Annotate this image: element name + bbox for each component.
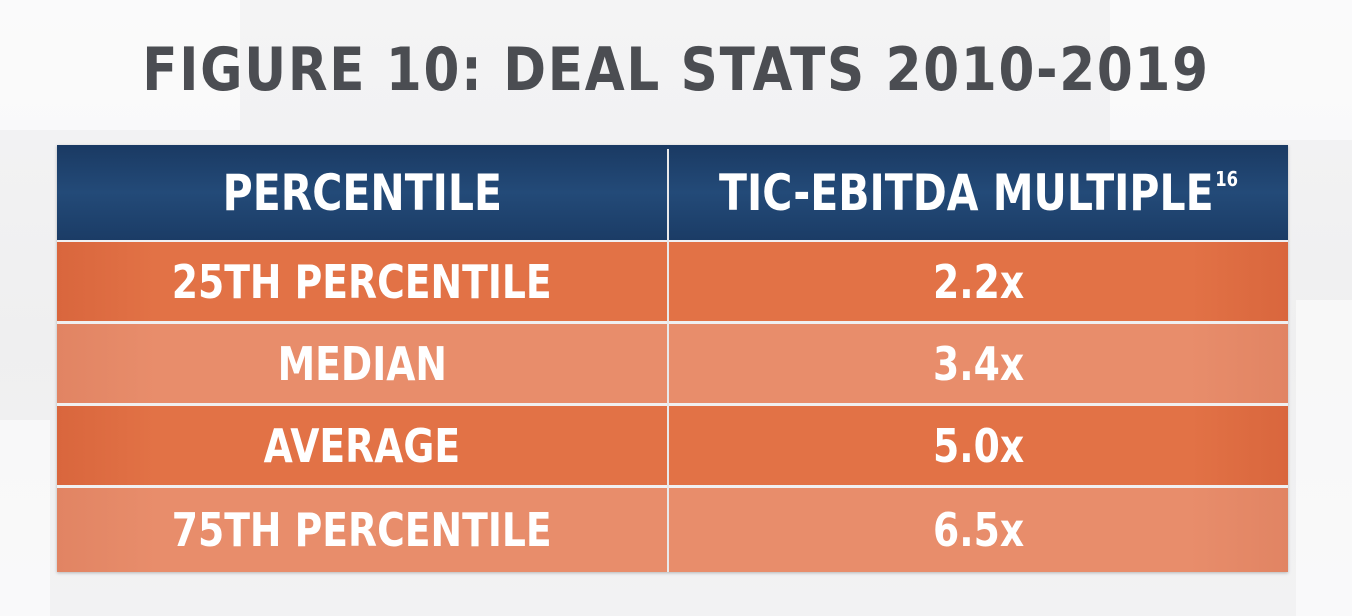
column-divider bbox=[667, 149, 669, 572]
row-value: 3.4x bbox=[932, 336, 1025, 391]
row-value: 2.2x bbox=[932, 254, 1025, 309]
deal-stats-table: PERCENTILE TIC-EBITDA MULTIPLE16 25TH PE… bbox=[57, 145, 1288, 572]
table-row: 25TH PERCENTILE 2.2x bbox=[57, 242, 1288, 321]
background-block bbox=[0, 0, 240, 130]
row-label-cell: 25TH PERCENTILE bbox=[57, 242, 667, 321]
header-multiple: TIC-EBITDA MULTIPLE16 bbox=[669, 145, 1288, 240]
row-label: 75TH PERCENTILE bbox=[172, 503, 552, 557]
background-block bbox=[1296, 300, 1352, 616]
header-multiple-label: TIC-EBITDA MULTIPLE bbox=[718, 163, 1214, 222]
row-value-cell: 3.4x bbox=[669, 324, 1288, 403]
row-value: 5.0x bbox=[932, 418, 1025, 473]
header-multiple-wrap: TIC-EBITDA MULTIPLE16 bbox=[719, 164, 1238, 222]
chart-title: FIGURE 10: DEAL STATS 2010-2019 bbox=[142, 35, 1210, 105]
background-block bbox=[1110, 0, 1352, 140]
background-block bbox=[0, 420, 50, 616]
table-row: MEDIAN 3.4x bbox=[57, 324, 1288, 403]
row-value-cell: 5.0x bbox=[669, 406, 1288, 485]
row-label: AVERAGE bbox=[263, 418, 461, 473]
row-value: 6.5x bbox=[932, 503, 1025, 557]
header-percentile: PERCENTILE bbox=[57, 145, 667, 240]
row-label: 25TH PERCENTILE bbox=[172, 254, 552, 309]
row-label: MEDIAN bbox=[277, 336, 447, 391]
row-value-cell: 6.5x bbox=[669, 488, 1288, 572]
row-value-cell: 2.2x bbox=[669, 242, 1288, 321]
row-label-cell: 75TH PERCENTILE bbox=[57, 488, 667, 572]
table-header: PERCENTILE TIC-EBITDA MULTIPLE16 bbox=[57, 145, 1288, 240]
row-label-cell: MEDIAN bbox=[57, 324, 667, 403]
row-label-cell: AVERAGE bbox=[57, 406, 667, 485]
table-row: 75TH PERCENTILE 6.5x bbox=[57, 488, 1288, 572]
table-row: AVERAGE 5.0x bbox=[57, 406, 1288, 485]
header-percentile-label: PERCENTILE bbox=[222, 163, 502, 222]
footnote-superscript: 16 bbox=[1215, 166, 1239, 191]
